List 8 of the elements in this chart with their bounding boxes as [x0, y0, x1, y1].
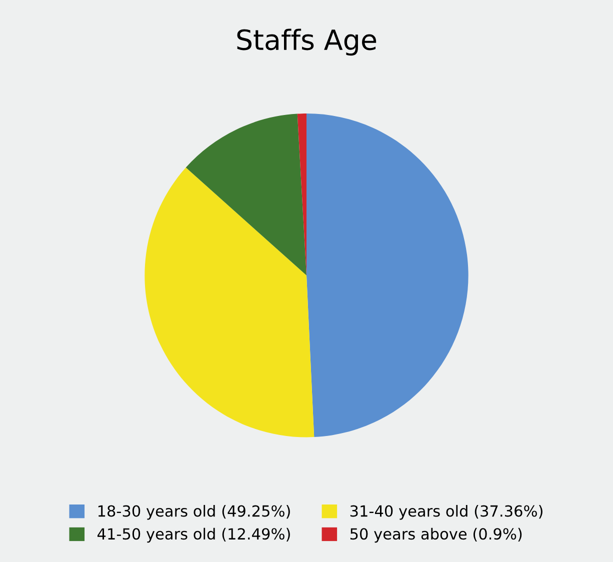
legend-label: 50 years above (0.9%) — [350, 528, 522, 543]
legend-label: 18-30 years old (49.25%) — [98, 504, 290, 520]
legend-label: 41-50 years old (12.49%) — [98, 528, 290, 543]
chart-title: Staffs Age — [237, 28, 376, 56]
legend-label: 31-40 years old (37.36%) — [350, 504, 542, 520]
pie-slice — [186, 114, 306, 276]
pie-slice — [144, 168, 314, 438]
pie-slice — [306, 114, 468, 438]
